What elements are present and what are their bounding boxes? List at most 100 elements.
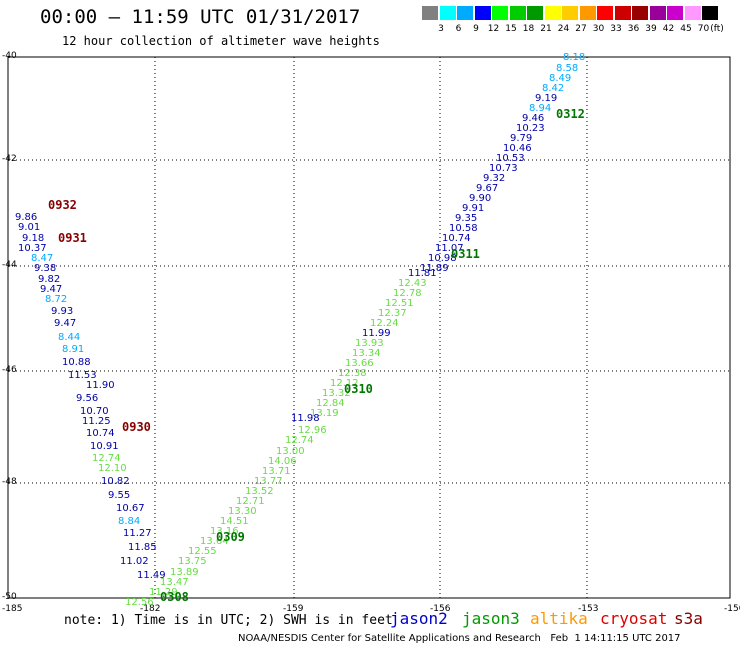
wave-height-value: 13.19 (310, 408, 339, 419)
wave-height-value: 11.25 (82, 416, 111, 427)
latitude-label: -50 (2, 592, 17, 602)
latitude-label: -46 (2, 365, 17, 375)
wave-height-value: 9.19 (535, 93, 558, 104)
wave-height-value: 9.79 (510, 133, 533, 144)
wave-height-value: 12.78 (393, 288, 422, 299)
legend-swatch (474, 6, 491, 20)
pass-time-label: 0930 (122, 420, 151, 434)
wave-height-value: 10.53 (496, 153, 525, 164)
latitude-label: -40 (2, 51, 17, 61)
legend-tick-label: 6 (455, 24, 462, 34)
wave-height-value: 13.47 (160, 577, 189, 588)
page-title: 00:00 – 11:59 UTC 01/31/2017 (40, 6, 361, 28)
wave-height-value: 13.64 (200, 536, 229, 547)
wave-height-value: 12.51 (385, 298, 414, 309)
legend-tick-label: 9 (473, 24, 479, 34)
wave-height-value: 11.85 (128, 542, 157, 553)
longitude-label: -159 (283, 604, 304, 614)
wave-height-value: 12.24 (370, 318, 399, 329)
legend-swatch (562, 6, 578, 20)
wave-height-value: 10.46 (503, 143, 532, 154)
mission-label-altika: altika (530, 609, 588, 628)
legend-tick-label: 30 (592, 24, 605, 34)
wave-height-value: 12.71 (236, 496, 265, 507)
legend-tick-label: 33 (610, 24, 622, 34)
wave-height-value: 11.98 (291, 413, 320, 424)
latitude-label: -42 (2, 154, 17, 164)
wave-height-value: 12.56 (125, 597, 154, 608)
wave-height-value: 12.55 (188, 546, 217, 557)
mission-label-cryosat: cryosat (600, 609, 668, 628)
wave-height-value: 11.81 (408, 268, 437, 279)
wave-height-value: 12.84 (316, 398, 345, 409)
legend-swatch (422, 6, 438, 20)
wave-height-value: 13.75 (178, 556, 207, 567)
wave-height-value: 10.88 (62, 357, 91, 368)
wave-height-value: 10.91 (90, 441, 119, 452)
wave-height-value: 8.49 (549, 73, 572, 84)
pass-time-label: 0309 (216, 530, 245, 544)
legend-tick-label: 3 (438, 24, 444, 34)
legend-swatch (649, 6, 666, 20)
footer-note: note: 1) Time is in UTC; 2) SWH is in fe… (64, 613, 393, 628)
wave-height-value: 11.07 (435, 243, 464, 254)
wave-height-value: 9.82 (38, 274, 61, 285)
wave-height-value: 11.53 (68, 370, 97, 381)
mission-label-jason3: jason3 (462, 609, 520, 628)
pass-time-label: 0310 (344, 382, 373, 396)
wave-height-value: 10.23 (516, 123, 545, 134)
legend-tick-label: 39 (645, 24, 657, 34)
wave-height-value: 9.55 (108, 490, 131, 501)
wave-height-value: 12.37 (378, 308, 407, 319)
wave-height-value: 9.18 (22, 233, 45, 244)
wave-height-value: 8.91 (62, 344, 85, 355)
legend-swatch (632, 6, 648, 20)
legend-swatch (492, 6, 508, 20)
legend-swatch (684, 6, 701, 20)
wave-height-value: 9.91 (462, 203, 485, 214)
wave-height-value: 11.89 (420, 263, 449, 274)
wave-height-value: 10.37 (18, 243, 47, 254)
legend-swatch (509, 6, 526, 20)
wave-height-value: 8.44 (58, 332, 81, 343)
pass-time-label: 0308 (160, 590, 189, 604)
wave-height-value: 11.29 (149, 587, 178, 598)
legend-swatch (457, 6, 473, 20)
longitude-label: -150 (724, 604, 740, 614)
wave-height-value: 10.73 (489, 163, 518, 174)
wave-height-value: 10.98 (428, 253, 457, 264)
wave-height-value: 9.47 (54, 318, 77, 329)
wave-height-value: 11.90 (86, 380, 115, 391)
legend-tick-label: 21 (540, 24, 552, 34)
pass-time-label: 0931 (58, 231, 87, 245)
wave-height-value: 13.30 (228, 506, 257, 517)
longitude-label: -153 (578, 604, 599, 614)
wave-height-value: 8.42 (542, 83, 565, 94)
page-subtitle: 12 hour collection of altimeter wave hei… (62, 34, 380, 48)
wave-height-value: 11.99 (362, 328, 391, 339)
wave-height-value: 8.94 (529, 103, 552, 114)
pass-time-label: 0932 (48, 198, 77, 212)
longitude-label: -182 (140, 604, 161, 614)
legend-swatch (527, 6, 543, 20)
wave-height-value: 9.35 (455, 213, 478, 224)
wave-height-value: 11.02 (120, 556, 149, 567)
legend-unit: (ft) (710, 24, 724, 34)
wave-height-value: 11.49 (137, 570, 166, 581)
legend-tick-label: 70 (697, 24, 710, 34)
wave-height-value: 14.06 (268, 456, 297, 467)
wave-height-value: 10.67 (116, 503, 145, 514)
wave-height-value: 8.84 (118, 516, 141, 527)
wave-height-value: 8.72 (45, 294, 68, 305)
wave-height-value: 13.32 (322, 388, 351, 399)
legend-tick-label: 15 (505, 24, 517, 34)
wave-height-value: 9.01 (18, 222, 41, 233)
latitude-label: -44 (2, 260, 17, 270)
wave-height-value: 8.18 (563, 52, 586, 63)
wave-height-value: 9.32 (483, 173, 506, 184)
legend-swatch (614, 6, 631, 20)
wave-height-value: 10.70 (80, 406, 109, 417)
mission-label-s3a: s3a (674, 609, 703, 628)
wave-height-value: 9.47 (40, 284, 63, 295)
legend-tick-label: 36 (627, 24, 640, 34)
